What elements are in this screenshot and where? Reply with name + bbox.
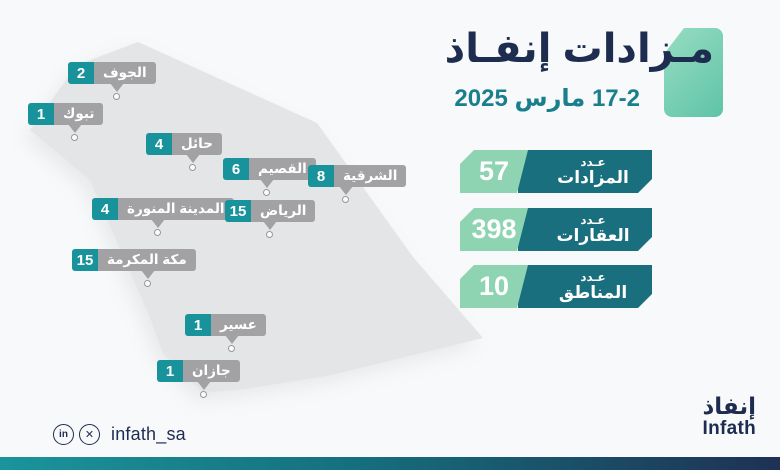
page-title: مـزادات إنفـاذ — [444, 27, 714, 71]
region-tag: 2 الجوف — [68, 62, 156, 84]
map-marker-makkah: 15 مكة المكرمة — [72, 249, 196, 287]
infath-logo: إنفاذ Infath — [702, 393, 756, 439]
map-marker-riyadh: 15 الرياض — [225, 200, 316, 238]
title-accent-shape — [664, 28, 723, 117]
location-dot — [189, 164, 196, 171]
region-label: المدينة المنورة — [118, 198, 234, 220]
location-dot — [200, 391, 207, 398]
tag-pointer — [225, 335, 239, 344]
region-label: الجوف — [94, 62, 156, 84]
region-count: 8 — [308, 165, 334, 187]
stat-label-top: عـدد — [580, 270, 606, 285]
region-count: 4 — [146, 133, 172, 155]
linkedin-icon[interactable]: in — [53, 424, 74, 445]
region-count: 15 — [225, 200, 251, 222]
region-count: 2 — [68, 62, 94, 84]
map-marker-qassim: 6 القصيم — [223, 158, 316, 196]
tag-pointer — [68, 124, 82, 133]
map-marker-jazan: 1 جازان — [157, 360, 240, 398]
region-label: الشرقية — [334, 165, 407, 187]
region-label: الرياض — [251, 200, 316, 222]
region-tag: 15 الرياض — [225, 200, 316, 222]
region-label: القصيم — [249, 158, 316, 180]
map-marker-sharqia: 8 الشرقية — [308, 165, 407, 203]
stat-value: 10 — [460, 265, 528, 308]
stat-label-top: عـدد — [580, 213, 606, 228]
stat-label-top: عـدد — [580, 155, 606, 170]
location-dot — [71, 134, 78, 141]
region-label: تبوك — [54, 103, 104, 125]
stat-label-bottom: العقارات — [556, 225, 630, 245]
location-dot — [228, 345, 235, 352]
stat-value: 398 — [460, 208, 528, 251]
region-tag: 1 عسير — [185, 314, 266, 336]
location-dot — [266, 231, 273, 238]
region-label: مكة المكرمة — [98, 249, 196, 271]
stat-label-bottom: المزادات — [557, 167, 629, 187]
tag-pointer — [339, 186, 353, 195]
tag-pointer — [260, 179, 274, 188]
location-dot — [154, 229, 161, 236]
stat-auctions: عـدد المزادات 57 — [460, 150, 652, 193]
date-range: 17-2 مارس 2025 — [454, 85, 640, 112]
region-tag: 15 مكة المكرمة — [72, 249, 196, 271]
logo-arabic: إنفاذ — [702, 393, 756, 419]
stat-label: عـدد المزادات — [518, 150, 652, 193]
stat-value: 57 — [460, 150, 528, 193]
tag-pointer — [151, 219, 165, 228]
map-marker-tabuk: 1 تبوك — [28, 103, 104, 141]
map-marker-aljouf: 2 الجوف — [68, 62, 156, 100]
region-tag: 1 جازان — [157, 360, 240, 382]
region-tag: 4 المدينة المنورة — [92, 198, 234, 220]
bottom-gradient-bar — [0, 457, 780, 470]
tag-pointer — [263, 221, 277, 230]
tag-pointer — [186, 154, 200, 163]
social-handle[interactable]: infath_sa — [111, 424, 186, 444]
social-links: in ✕ infath_sa — [53, 424, 186, 445]
stat-properties: عـدد العقارات 398 — [460, 208, 652, 251]
stat-label-bottom: المناطق — [558, 282, 628, 302]
location-dot — [263, 189, 270, 196]
location-dot — [113, 93, 120, 100]
region-label: جازان — [183, 360, 240, 382]
x-twitter-icon[interactable]: ✕ — [79, 424, 100, 445]
map-marker-madinah: 4 المدينة المنورة — [92, 198, 234, 236]
region-tag: 6 القصيم — [223, 158, 316, 180]
region-tag: 4 حائل — [146, 133, 222, 155]
region-tag: 8 الشرقية — [308, 165, 407, 187]
region-count: 15 — [72, 249, 98, 271]
tag-pointer — [141, 270, 155, 279]
location-dot — [144, 280, 151, 287]
stat-label: عـدد العقارات — [518, 208, 652, 251]
map-marker-asir: 1 عسير — [185, 314, 266, 352]
tag-pointer — [110, 83, 124, 92]
stat-regions: عـدد المناطق 10 — [460, 265, 652, 308]
region-tag: 1 تبوك — [28, 103, 104, 125]
location-dot — [342, 196, 349, 203]
region-count: 6 — [223, 158, 249, 180]
region-count: 1 — [185, 314, 211, 336]
region-count: 1 — [28, 103, 54, 125]
region-count: 4 — [92, 198, 118, 220]
region-label: عسير — [211, 314, 266, 336]
stat-label: عـدد المناطق — [518, 265, 652, 308]
logo-english: Infath — [702, 418, 756, 440]
tag-pointer — [197, 381, 211, 390]
region-label: حائل — [172, 133, 222, 155]
region-count: 1 — [157, 360, 183, 382]
map-marker-hail: 4 حائل — [146, 133, 222, 171]
